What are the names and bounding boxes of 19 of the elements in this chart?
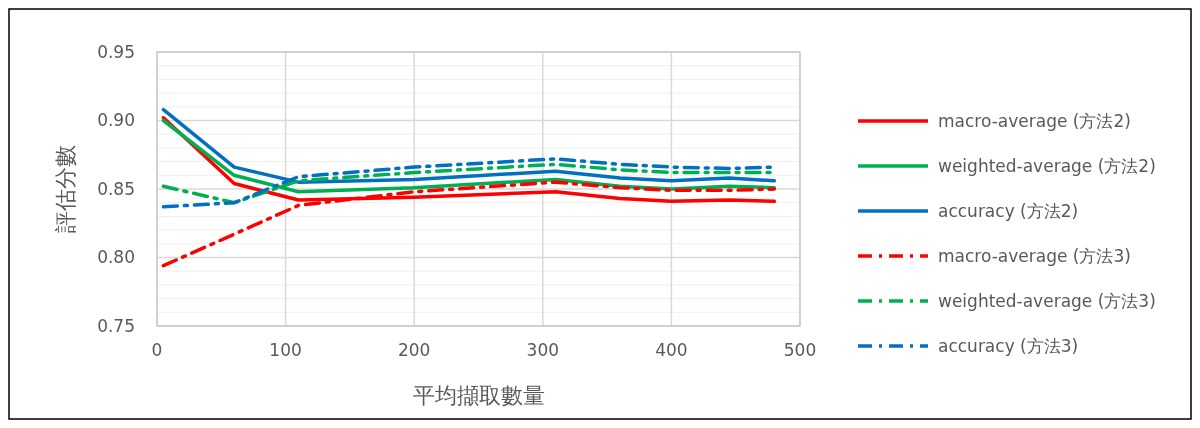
x-tick-label: 300 [526, 340, 560, 360]
legend-label: weighted-average (方法3) [938, 290, 1156, 311]
y-tick-label: 0.95 [97, 41, 135, 62]
x-tick-label: 200 [397, 340, 431, 360]
y-tick-label: 0.75 [97, 315, 135, 336]
legend-label: weighted-average (方法2) [938, 155, 1156, 176]
x-tick-label: 400 [655, 340, 688, 360]
y-tick-label: 0.80 [97, 247, 135, 268]
legend-label: macro-average (方法2) [938, 110, 1131, 131]
x-tick-label: 100 [269, 340, 302, 360]
legend-label: accuracy (方法2) [938, 200, 1079, 221]
y-axis-title: 評估分數 [53, 145, 78, 233]
legend-label: accuracy (方法3) [938, 335, 1079, 356]
y-tick-label: 0.85 [97, 178, 135, 199]
y-tick-label: 0.90 [97, 110, 135, 131]
legend-label: macro-average (方法3) [938, 245, 1131, 266]
x-tick-label: 500 [783, 340, 817, 360]
x-axis-title: 平均擷取數量 [412, 383, 545, 408]
x-tick-label: 0 [151, 340, 163, 360]
